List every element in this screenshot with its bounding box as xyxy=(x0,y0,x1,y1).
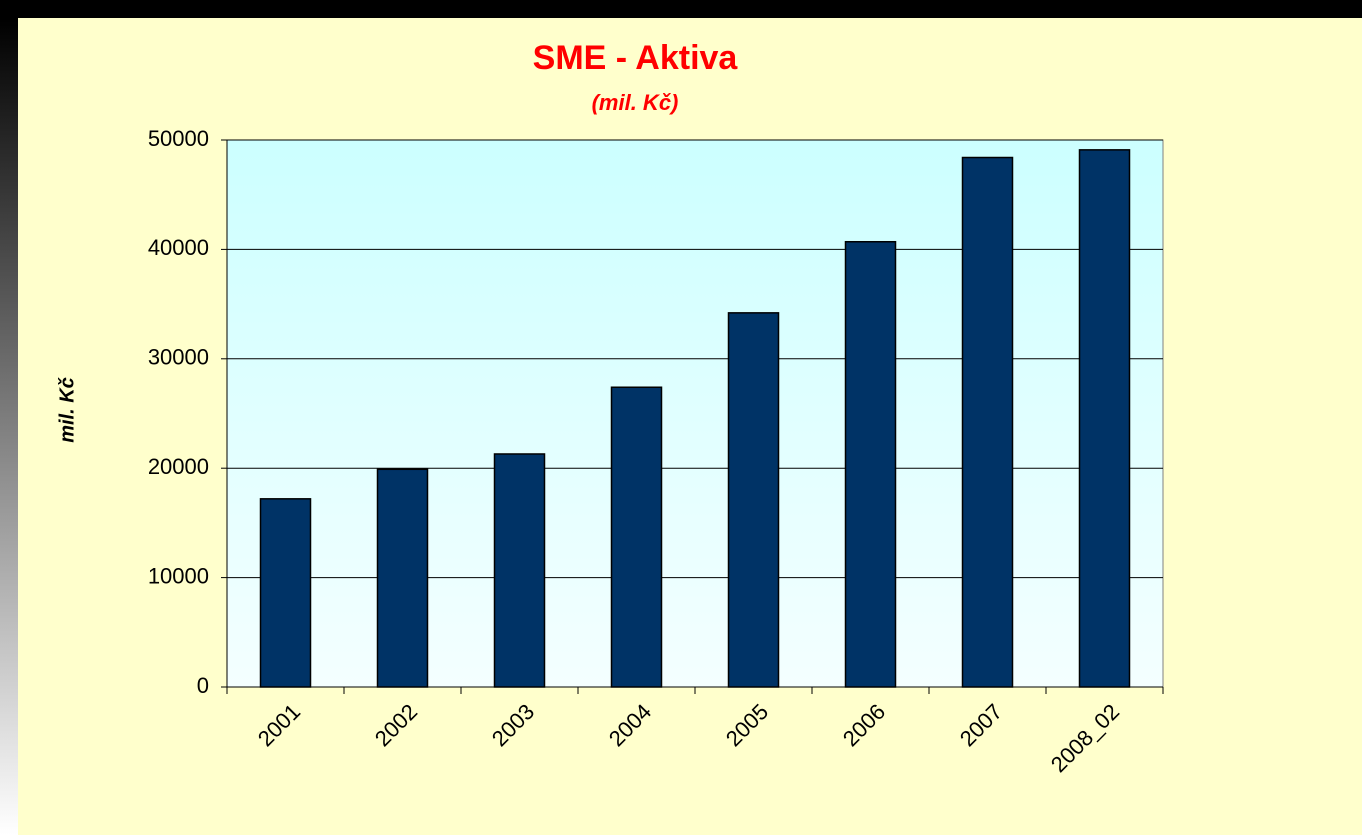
bar xyxy=(376,468,429,688)
bar xyxy=(493,453,546,688)
chart-title: SME - Aktiva xyxy=(533,39,739,77)
bar xyxy=(727,312,780,688)
y-tick-label: 50000 xyxy=(148,126,209,151)
bar xyxy=(844,240,897,688)
bar xyxy=(1078,149,1131,688)
plot-area xyxy=(226,139,1164,688)
y-tick-label: 10000 xyxy=(148,563,209,588)
y-tick-label: 30000 xyxy=(148,345,209,370)
y-tick-label: 20000 xyxy=(148,454,209,479)
y-axis-label: mil. Kč xyxy=(56,377,78,443)
chart-subtitle: (mil. Kč) xyxy=(592,90,679,115)
bar xyxy=(610,386,663,688)
side-border xyxy=(0,18,18,835)
y-tick-label: 40000 xyxy=(148,235,209,260)
top-border xyxy=(0,0,1362,18)
bar xyxy=(961,156,1014,688)
bar xyxy=(259,498,312,688)
y-tick-label: 0 xyxy=(197,673,209,698)
